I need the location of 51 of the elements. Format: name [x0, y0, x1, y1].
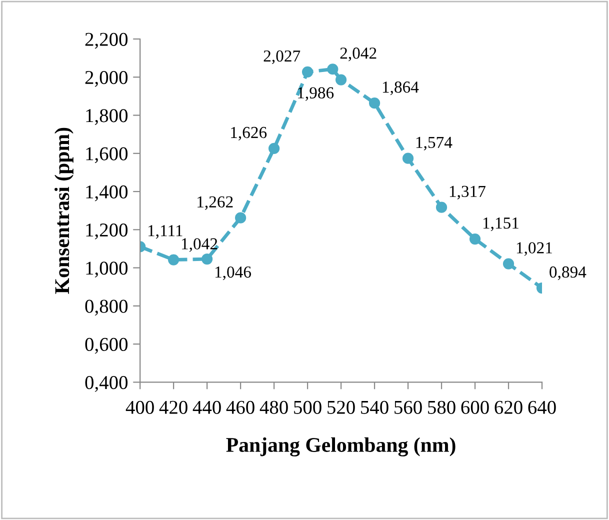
- point: [402, 152, 414, 164]
- data-label: 1,864: [382, 81, 419, 96]
- y-tick-label: 1,000: [86, 262, 128, 278]
- x-tick-label: 540: [361, 400, 388, 414]
- point: [436, 202, 448, 213]
- x-tick-label: 580: [428, 400, 456, 414]
- point: [168, 254, 180, 266]
- point: [268, 142, 280, 154]
- data-label: 2,042: [340, 48, 376, 62]
- point: [327, 64, 338, 75]
- x-tick-label: 460: [226, 400, 254, 414]
- y-tick-label: 1,400: [86, 185, 128, 202]
- point: [302, 66, 314, 78]
- data-label: 1,021: [516, 242, 552, 256]
- data-label: 1,046: [215, 266, 252, 280]
- y-tick-label: 0,600: [85, 338, 128, 354]
- x-tick-label: 440: [192, 400, 221, 414]
- y-tick-label: 1,800: [86, 109, 128, 126]
- point: [502, 258, 514, 270]
- data-label: 1,111: [148, 225, 182, 239]
- x-tick-label: 620: [494, 400, 522, 414]
- data-label: 1,317: [450, 186, 486, 200]
- y-tick-label: 1,600: [86, 147, 128, 164]
- data-label: 1,986: [298, 87, 334, 101]
- x-tick-label: 480: [260, 400, 288, 414]
- x-tick-label: 500: [294, 400, 322, 414]
- x-tick-label: 400: [126, 400, 154, 414]
- data-label: 1,151: [483, 218, 518, 232]
- data-label: 1,626: [231, 126, 267, 141]
- x-tick-label: 600: [461, 400, 489, 414]
- y-tick-label: 2,200: [85, 32, 128, 49]
- x-tick-label: 520: [328, 400, 355, 414]
- y-tick-label: 0,400: [85, 376, 128, 392]
- point: [368, 98, 380, 109]
- x-axis-title: Panjang Gelombang (nm): [226, 437, 456, 456]
- data-label: 1,042: [182, 238, 218, 252]
- x-tick-label: 640: [528, 400, 556, 414]
- data-label: 1,574: [416, 136, 452, 150]
- point: [469, 233, 481, 245]
- point: [202, 253, 213, 265]
- data-label: 1,262: [198, 196, 233, 210]
- y-axis-title: Konsentrasi (ppm): [54, 128, 74, 294]
- y-tick-label: 1,200: [86, 223, 128, 240]
- data-label: 2,027: [264, 50, 300, 64]
- point: [335, 74, 347, 86]
- y-tick-label: 0,800: [85, 300, 128, 316]
- x-tick-label: 560: [394, 400, 422, 414]
- point: [235, 212, 246, 224]
- x-tick-label: 420: [159, 400, 188, 414]
- data-label: 0,894: [550, 266, 586, 280]
- y-tick-label: 2,000: [85, 70, 128, 87]
